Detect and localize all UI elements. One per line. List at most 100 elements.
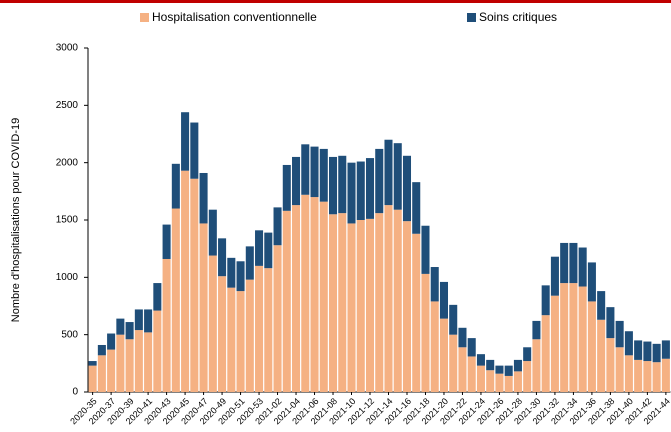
bar-segment [439, 281, 448, 319]
bar-segment [523, 347, 532, 362]
bar-segment [301, 194, 310, 392]
bar-segment [153, 310, 162, 392]
bar-segment [486, 359, 495, 371]
bar-segment [134, 309, 143, 331]
bar-segment [356, 220, 365, 392]
y-tick-label: 1500 [56, 215, 79, 226]
bar-segment [504, 375, 513, 392]
bar-segment [458, 327, 467, 348]
legend-swatch [467, 13, 476, 22]
bar-segment [199, 172, 208, 224]
bar-segment [421, 273, 430, 392]
bar-segment [430, 301, 439, 392]
bar-segment [338, 213, 347, 392]
y-tick-label: 1000 [56, 272, 79, 283]
bar-segment [292, 205, 301, 392]
bar-segment [301, 144, 310, 195]
bar-segment [375, 213, 384, 392]
bar-segment [430, 267, 439, 302]
bar-segment [393, 143, 402, 210]
bar-segment [97, 355, 106, 392]
bar-segment [652, 362, 661, 392]
bar-segment [643, 341, 652, 362]
bar-segment [153, 283, 162, 311]
bar-segment [449, 334, 458, 392]
bar-segment [504, 365, 513, 376]
bar-segment [606, 307, 615, 339]
bar-segment [107, 349, 116, 392]
bar-segment [310, 146, 319, 198]
bar-segment [144, 332, 153, 392]
bar-segment [218, 238, 227, 277]
bar-segment [264, 268, 273, 392]
bar-segment [171, 208, 180, 392]
bar-segment [486, 370, 495, 392]
bar-segment [513, 359, 522, 372]
bar-segment [467, 338, 476, 357]
bar-segment [513, 371, 522, 392]
bar-segment [615, 320, 624, 348]
bar-segment [412, 182, 421, 234]
bar-segment [532, 320, 541, 340]
bar-segment [624, 355, 633, 392]
bar-segment [532, 339, 541, 392]
bar-segment [550, 295, 559, 392]
bar-segment [190, 178, 199, 392]
bar-segment [569, 242, 578, 284]
bar-segment [199, 223, 208, 392]
y-tick-label: 500 [61, 329, 78, 340]
bar-segment [319, 148, 328, 202]
bar-segment [587, 301, 596, 392]
bar-segment [347, 223, 356, 392]
bar-segment [606, 338, 615, 392]
bar-segment [578, 247, 587, 287]
bar-segment [116, 318, 125, 335]
bar-segment [412, 233, 421, 392]
bar-segment [375, 148, 384, 214]
bar-segment [264, 232, 273, 269]
bar-segment [384, 139, 393, 206]
bar-segment [356, 161, 365, 220]
bar-segment [245, 279, 254, 392]
bar-segment [218, 276, 227, 392]
bar-segment [643, 361, 652, 392]
bar-segment [439, 318, 448, 392]
bar-segment [652, 343, 661, 363]
bar-segment [541, 285, 550, 316]
bar-segment [125, 322, 134, 340]
bar-segment [310, 197, 319, 392]
bar-segment [227, 257, 236, 288]
bar-segment [338, 155, 347, 214]
bar-segment [449, 304, 458, 335]
bar-segment [402, 221, 412, 392]
bar-segment [624, 331, 633, 356]
bar-segment [560, 283, 569, 392]
bar-segment [181, 112, 190, 171]
bar-segment [634, 340, 643, 360]
bar-segment [144, 309, 153, 333]
bar-segment [495, 373, 504, 392]
bar-segment [97, 344, 106, 356]
bar-segment [245, 246, 254, 280]
legend-swatch [140, 13, 149, 22]
bar-segment [292, 156, 301, 206]
bar-segment [541, 315, 550, 392]
bar-segment [181, 170, 190, 392]
legend-label: Hospitalisation conventionnelle [152, 10, 317, 24]
bar-segment [578, 286, 587, 392]
bar-segment [107, 333, 116, 350]
bar-segment [587, 262, 596, 302]
legend-label: Soins critiques [479, 10, 557, 24]
bar-segment [162, 258, 171, 392]
bar-segment [365, 218, 375, 392]
y-tick-label: 2500 [56, 100, 79, 111]
bar-segment [550, 256, 559, 296]
bar-segment [384, 205, 393, 392]
bar-segment [615, 347, 624, 392]
bar-segment [421, 225, 430, 274]
bar-segment [328, 156, 338, 215]
bar-segment [116, 334, 125, 392]
bar-segment [597, 291, 606, 320]
bar-segment [227, 287, 236, 392]
